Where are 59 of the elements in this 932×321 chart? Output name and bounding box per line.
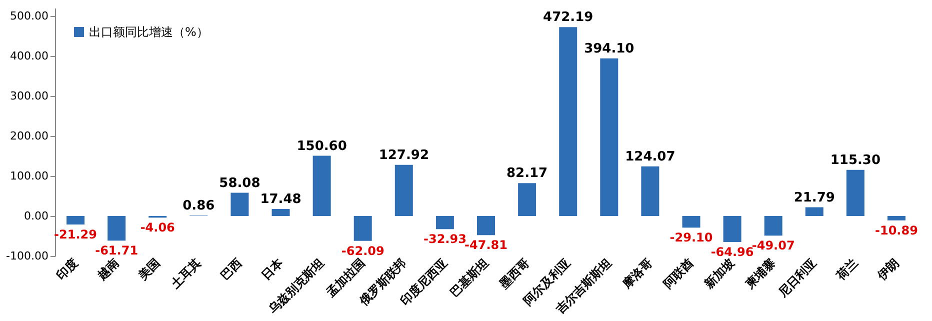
data-label: -47.81 xyxy=(464,238,508,252)
legend-label: 出口额同比增速（%） xyxy=(89,25,208,39)
bar xyxy=(477,216,495,236)
x-tick-label: 巴基斯坦 xyxy=(447,256,491,300)
x-tick-label: 荷兰 xyxy=(832,256,860,284)
data-label: -4.06 xyxy=(140,220,175,235)
bar xyxy=(600,58,618,216)
bar xyxy=(641,166,660,216)
bar xyxy=(682,216,700,228)
bar xyxy=(805,207,824,216)
data-label: 0.86 xyxy=(182,198,215,214)
data-label: 82.17 xyxy=(506,166,548,182)
x-tick-label: 印度 xyxy=(54,256,80,282)
x-tick-label: 伊朗 xyxy=(874,256,902,284)
data-label: -32.93 xyxy=(423,232,466,246)
y-tick-label: 0.00 xyxy=(24,210,48,222)
bar xyxy=(108,216,126,241)
x-tick-label: 巴西 xyxy=(218,256,245,282)
data-label: 150.60 xyxy=(296,138,347,154)
data-label: 394.10 xyxy=(584,41,634,56)
bar xyxy=(230,192,249,216)
bar xyxy=(887,216,906,220)
x-tick-label: 越南 xyxy=(94,256,122,284)
data-label: -10.89 xyxy=(875,223,918,238)
data-label: 58.08 xyxy=(219,176,260,191)
bar xyxy=(436,216,454,230)
bar xyxy=(559,27,578,216)
y-tick-label: 200.00 xyxy=(10,130,48,142)
y-tick-label: -100.00 xyxy=(6,250,48,262)
bar xyxy=(66,216,85,225)
data-label: -61.71 xyxy=(95,244,138,258)
y-tick-label: 400.00 xyxy=(10,50,48,62)
bar xyxy=(394,164,413,216)
x-tick-label: 土耳其 xyxy=(168,256,204,292)
bar xyxy=(518,183,536,216)
data-label: 115.30 xyxy=(830,152,881,168)
data-label: 127.92 xyxy=(378,148,429,163)
data-label: 17.48 xyxy=(260,192,302,208)
data-label: -21.29 xyxy=(54,228,97,242)
y-tick-label: 100.00 xyxy=(10,170,48,182)
y-tick-label: 500.00 xyxy=(10,10,48,22)
bar xyxy=(764,216,782,236)
bar xyxy=(723,216,742,242)
data-label: 124.07 xyxy=(625,149,676,164)
x-tick-label: 美国 xyxy=(134,256,163,284)
bar xyxy=(354,216,372,241)
x-tick-label: 摩洛哥 xyxy=(619,256,656,292)
data-label: -29.10 xyxy=(670,230,713,245)
x-tick-label: 阿联酋 xyxy=(660,256,696,291)
data-label: 472.19 xyxy=(543,10,594,26)
bar xyxy=(846,170,864,216)
bar xyxy=(312,156,331,216)
data-label: -62.09 xyxy=(341,244,384,258)
data-label: -49.07 xyxy=(752,238,795,253)
y-tick-label: 300.00 xyxy=(10,90,48,102)
data-label: 21.79 xyxy=(794,190,835,206)
x-tick-label: 墨西哥 xyxy=(496,256,532,292)
bar xyxy=(272,209,290,216)
x-tick-label: 日本 xyxy=(258,254,286,282)
